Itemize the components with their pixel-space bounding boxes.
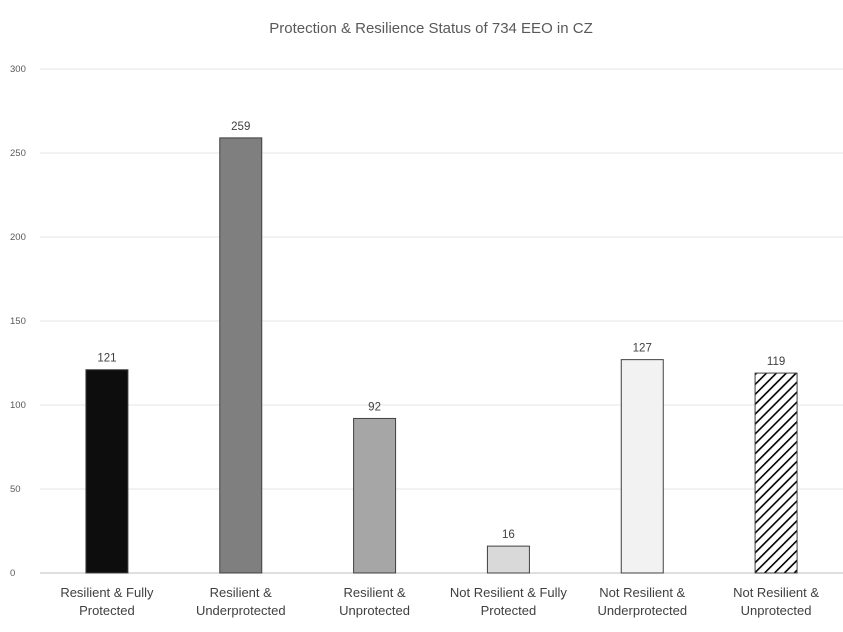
data-labels: 121 259 92 16 127 119 [97, 121, 785, 541]
y-tick-label: 150 [10, 316, 26, 327]
category-label: Resilient & [210, 585, 272, 600]
category-label: Resilient & Fully [60, 585, 154, 600]
y-tick-label: 0 [10, 568, 15, 579]
category-label: Not Resilient & [733, 585, 819, 600]
category-label: Underprotected [196, 603, 286, 618]
y-tick-label: 100 [10, 400, 26, 411]
bar [486, 545, 530, 574]
data-label: 92 [368, 401, 381, 413]
category-label: Unprotected [741, 603, 812, 618]
bar [85, 369, 129, 574]
y-axis-tick-labels: 0 50 100 150 200 250 300 [10, 64, 26, 579]
bar [353, 417, 397, 574]
category-label: Not Resilient & [599, 585, 685, 600]
category-label: Unprotected [339, 603, 410, 618]
gridlines [40, 68, 843, 574]
x-axis-category-labels: Resilient & Fully Protected Resilient & Und… [60, 585, 819, 618]
y-tick-label: 50 [10, 484, 21, 495]
data-label: 121 [97, 353, 116, 365]
bar [620, 359, 664, 574]
bars [85, 137, 798, 574]
category-label: Protected [79, 603, 135, 618]
data-label: 16 [502, 529, 515, 541]
y-tick-label: 250 [10, 148, 26, 159]
bar [754, 372, 798, 574]
data-label: 259 [231, 121, 250, 133]
y-tick-label: 300 [10, 64, 26, 75]
data-label: 119 [767, 356, 785, 368]
category-label: Resilient & [344, 585, 406, 600]
category-label: Not Resilient & Fully [450, 585, 568, 600]
data-label: 127 [633, 343, 652, 355]
chart-title: Protection & Resilience Status of 734 EE… [269, 20, 593, 37]
category-label: Underprotected [597, 603, 687, 618]
category-label: Protected [481, 603, 537, 618]
y-tick-label: 200 [10, 232, 26, 243]
bar [219, 137, 263, 574]
